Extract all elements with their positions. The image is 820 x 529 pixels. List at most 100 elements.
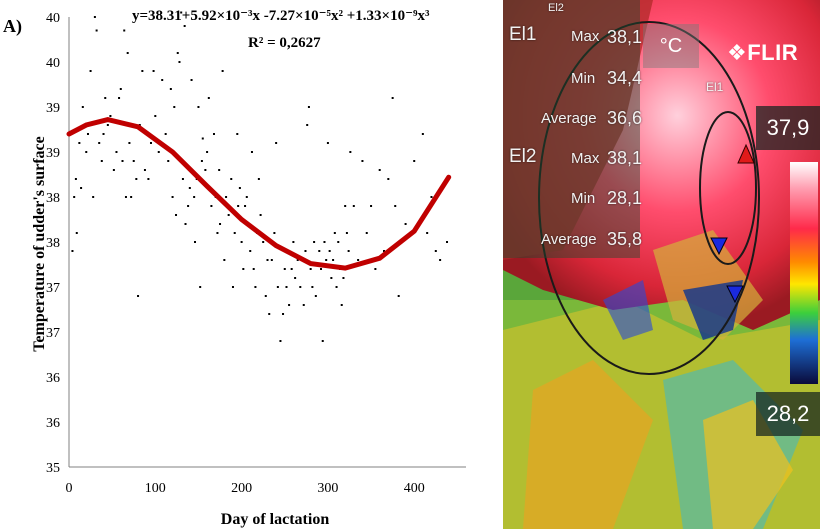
measurement-ellipse-el1 <box>699 111 757 265</box>
data-point <box>290 268 293 270</box>
data-point <box>75 232 78 234</box>
data-point <box>109 115 112 117</box>
data-point <box>266 259 269 261</box>
min-temp-marker-icon <box>710 237 728 256</box>
data-point <box>181 178 184 180</box>
data-point <box>197 106 200 108</box>
data-point <box>237 205 240 207</box>
data-point <box>335 286 338 288</box>
data-point <box>128 142 131 144</box>
data-point <box>245 196 248 198</box>
data-point <box>342 277 345 279</box>
data-point <box>309 268 312 270</box>
data-point <box>302 304 305 306</box>
data-point <box>183 25 186 27</box>
data-point <box>328 250 331 252</box>
color-scale-bar <box>790 162 818 384</box>
data-point <box>332 259 335 261</box>
data-point <box>361 160 364 162</box>
el2-max-value: 38,1 <box>607 148 643 168</box>
thermal-image <box>503 0 820 529</box>
y-tick-label: 37 <box>46 326 60 341</box>
data-point <box>188 187 191 189</box>
data-point <box>233 232 236 234</box>
data-point <box>337 241 340 243</box>
data-point <box>270 259 273 261</box>
data-point <box>86 133 89 135</box>
panel-label: A) <box>3 16 22 37</box>
data-point <box>212 133 215 135</box>
data-point <box>200 160 203 162</box>
data-point <box>340 304 343 306</box>
y-tick-label: 40 <box>46 11 60 26</box>
data-point <box>370 205 373 207</box>
data-point <box>240 241 243 243</box>
ellipse-label-el1: El1 <box>706 80 724 94</box>
data-point <box>292 241 295 243</box>
data-point <box>219 223 222 225</box>
data-point <box>199 286 202 288</box>
y-tick-label: 36 <box>46 416 60 431</box>
data-point <box>115 151 118 153</box>
x-tick-label: 400 <box>404 481 425 496</box>
el2-min-value: 28,1 <box>607 188 643 208</box>
data-point <box>104 97 107 99</box>
data-point <box>394 205 397 207</box>
data-point <box>325 259 328 261</box>
measurement-ellipse-el2 <box>538 21 760 375</box>
y-tick-label: 39 <box>46 101 60 116</box>
data-point <box>152 70 155 72</box>
data-point <box>137 295 140 297</box>
data-point <box>147 178 150 180</box>
x-tick-label: 0 <box>66 481 73 496</box>
data-point <box>118 97 121 99</box>
data-point <box>184 223 187 225</box>
regression-equation: y=38.31+5.92×10⁻³x -7.27×10⁻⁵x² +1.33×10… <box>132 8 430 24</box>
x-tick-label: 300 <box>317 481 338 496</box>
data-point <box>404 223 407 225</box>
data-point <box>282 313 285 315</box>
data-point <box>135 178 138 180</box>
data-point <box>275 142 278 144</box>
data-point <box>321 340 324 342</box>
data-point <box>193 196 196 198</box>
data-point <box>426 232 429 234</box>
data-point <box>92 196 95 198</box>
data-point <box>71 250 74 252</box>
data-point <box>378 169 381 171</box>
y-tick-label: 36 <box>46 371 60 386</box>
el1-average-value: 36,6 <box>607 108 643 128</box>
data-point <box>345 232 348 234</box>
el1-average-label: Average <box>541 110 597 127</box>
data-point <box>180 11 183 14</box>
data-point <box>288 304 291 306</box>
data-point <box>171 196 174 198</box>
data-point <box>230 178 233 180</box>
flir-logo-icon: ❖ <box>727 40 748 65</box>
data-point <box>434 250 437 252</box>
el2-average-value: 35,8 <box>607 229 643 249</box>
y-axis-label: Temperature of udder's surface <box>31 136 48 352</box>
data-point <box>242 268 245 270</box>
trendline <box>66 117 452 271</box>
data-point <box>264 295 267 297</box>
el2-max-label: Max <box>571 150 600 167</box>
data-point <box>95 29 98 32</box>
data-point <box>238 187 241 189</box>
data-point <box>250 151 253 153</box>
data-point <box>249 250 252 252</box>
data-point <box>387 178 390 180</box>
data-point <box>119 88 122 90</box>
data-point <box>124 196 127 198</box>
data-point <box>161 79 164 81</box>
data-point <box>204 169 207 171</box>
y-tick-label: 38 <box>46 191 60 206</box>
data-point <box>85 151 88 153</box>
data-point <box>73 196 76 198</box>
data-point <box>176 52 179 54</box>
data-point <box>225 196 228 198</box>
data-point <box>78 142 81 144</box>
data-point <box>201 137 204 140</box>
scale-min-value: 28,2 <box>756 392 820 436</box>
data-point <box>206 151 209 153</box>
